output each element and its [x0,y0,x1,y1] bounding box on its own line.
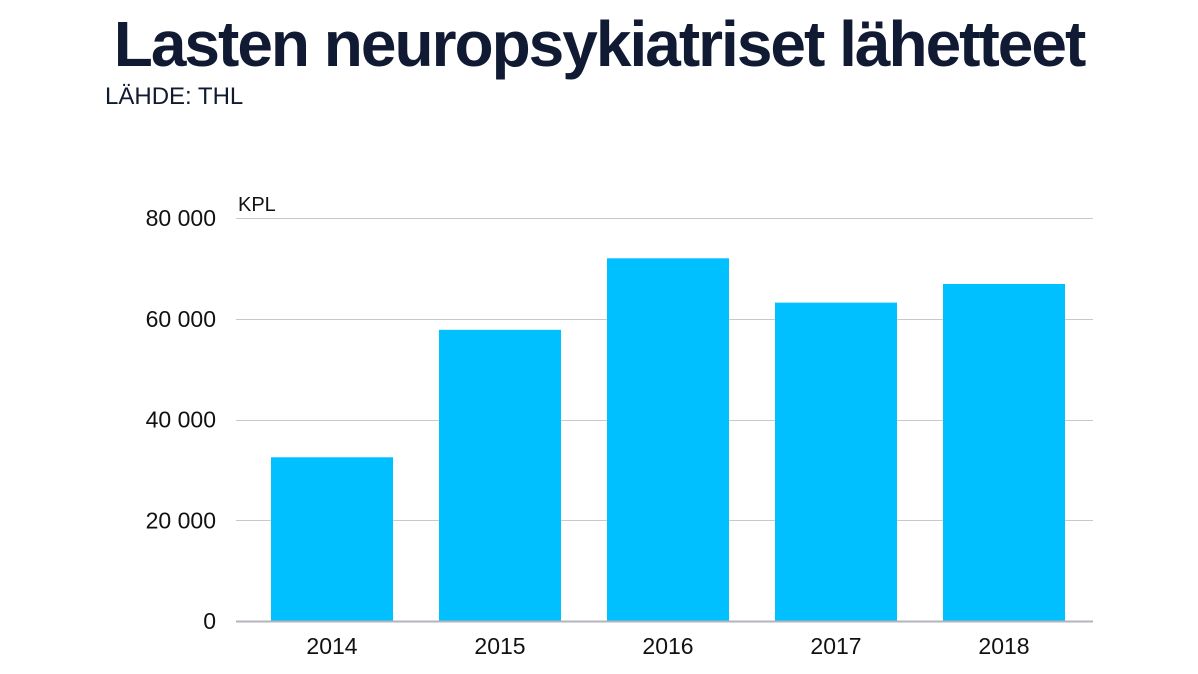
x-tick-label-2014: 2014 [306,633,357,659]
x-tick-label-2018: 2018 [978,633,1029,659]
x-tick-label-2017: 2017 [810,633,861,659]
y-tick-label-4: 80 000 [146,205,216,231]
y-tick-label-1: 20 000 [146,507,216,533]
bar-2018 [943,283,1065,621]
x-tick-labels: 2014 2015 2016 2017 2018 [306,633,1029,659]
bar-2015 [439,329,561,621]
y-tick-label-2: 40 000 [146,407,216,433]
y-tick-label-3: 60 000 [146,306,216,332]
bar-2017 [775,302,897,621]
bar-2014 [271,457,393,621]
x-tick-label-2016: 2016 [642,633,693,659]
y-tick-label-0: 0 [203,608,216,634]
chart-title: Lasten neuropsykiatriset lähetteet [113,8,1087,80]
y-tick-labels: 0 20 000 40 000 60 000 80 000 [146,205,216,634]
bar-2016 [607,258,729,621]
x-tick-label-2015: 2015 [474,633,525,659]
y-axis-unit-label: KPL [238,194,276,216]
bars [271,258,1065,621]
chart-subtitle: LÄHDE: THL [105,83,244,110]
